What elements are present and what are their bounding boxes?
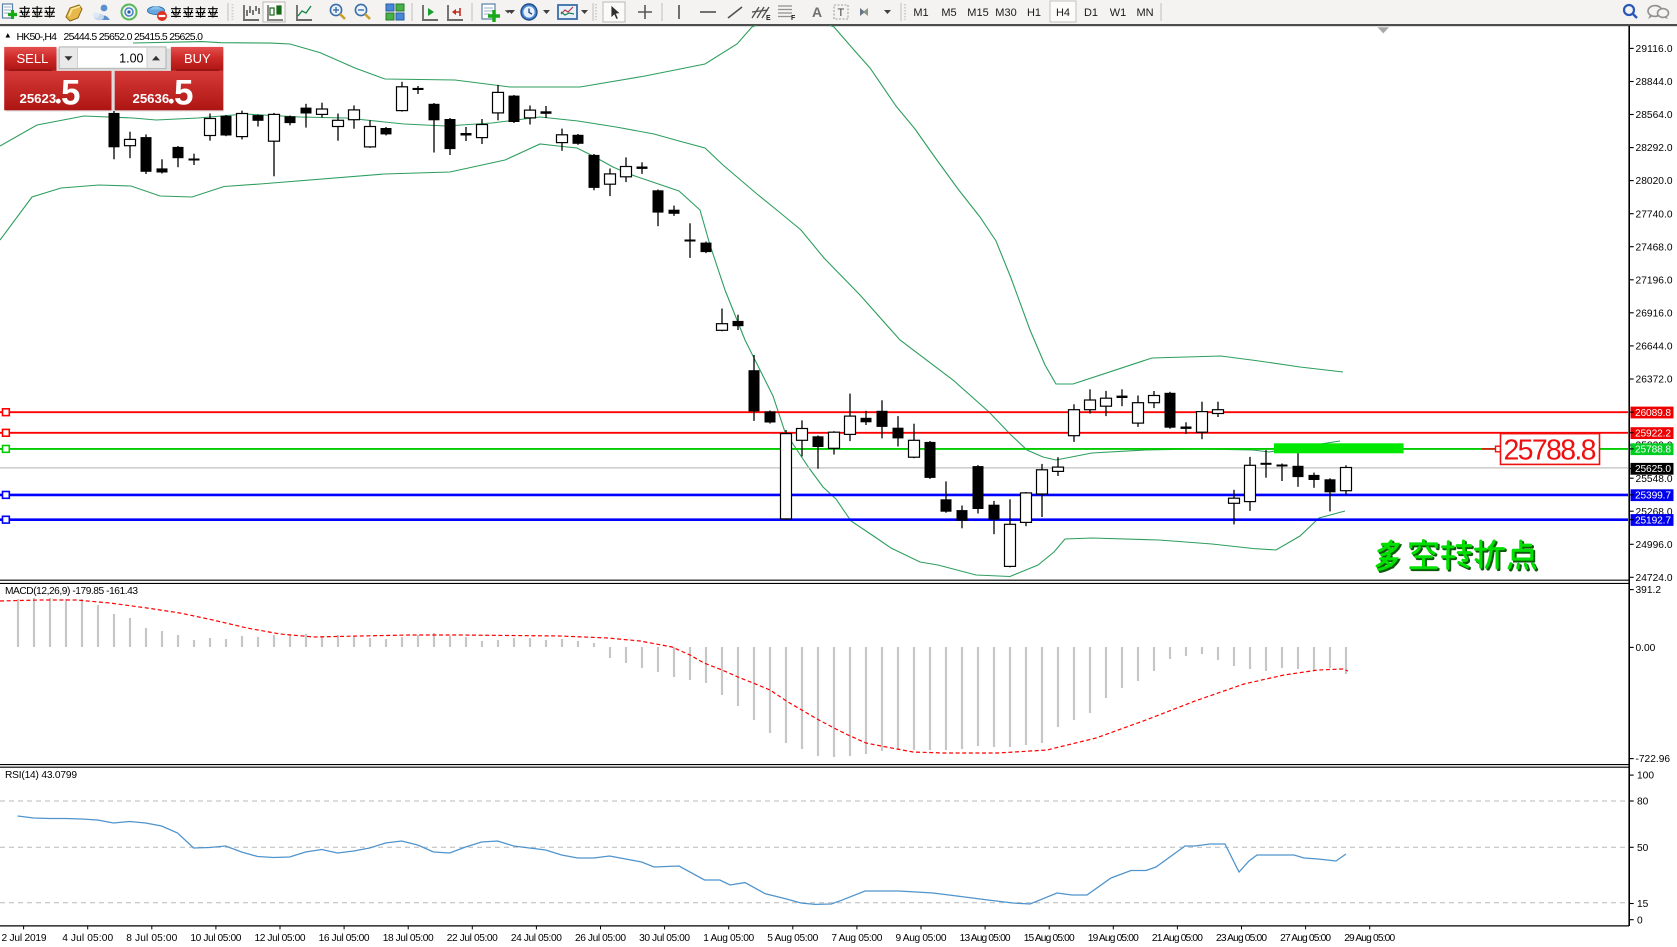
svg-text:28564.0: 28564.0	[1636, 110, 1673, 121]
svg-text:10 Jul 05:00: 10 Jul 05:00	[190, 933, 241, 944]
svg-text:25548.0: 25548.0	[1636, 474, 1673, 485]
svg-text:29116.0: 29116.0	[1636, 44, 1673, 55]
svg-text:50: 50	[1637, 843, 1649, 854]
svg-text:29 Aug 05:00: 29 Aug 05:00	[1344, 933, 1395, 944]
svg-text:M5: M5	[941, 7, 956, 19]
svg-text:7 Aug 05:00: 7 Aug 05:00	[831, 933, 882, 944]
svg-text:0: 0	[1637, 915, 1643, 926]
svg-text:26916.0: 26916.0	[1636, 308, 1673, 319]
svg-text:F: F	[791, 15, 796, 22]
svg-text:T: T	[838, 7, 845, 19]
svg-text:24 Jul 05:00: 24 Jul 05:00	[511, 933, 562, 944]
svg-text:30 Jul 05:00: 30 Jul 05:00	[639, 933, 690, 944]
svg-text:26372.0: 26372.0	[1636, 375, 1673, 386]
svg-text:28844.0: 28844.0	[1636, 77, 1673, 88]
svg-text:2 Jul 2019: 2 Jul 2019	[2, 933, 47, 944]
svg-text:H4: H4	[1056, 7, 1070, 19]
svg-text:23 Aug 05:00: 23 Aug 05:00	[1216, 933, 1267, 944]
svg-text:24996.0: 24996.0	[1636, 540, 1673, 551]
svg-text:15 Aug 05:00: 15 Aug 05:00	[1024, 933, 1075, 944]
svg-text:27468.0: 27468.0	[1636, 242, 1673, 253]
svg-text:MACD(12,26,9) -179.85 -161.43: MACD(12,26,9) -179.85 -161.43	[5, 586, 138, 597]
svg-text:391.2: 391.2	[1636, 585, 1662, 596]
svg-text:25636: 25636	[133, 91, 170, 106]
svg-text:M1: M1	[913, 7, 928, 19]
svg-text:26 Jul 05:00: 26 Jul 05:00	[575, 933, 626, 944]
svg-text:28292.0: 28292.0	[1636, 143, 1673, 154]
svg-text:25788.8: 25788.8	[1635, 445, 1671, 456]
svg-text:HK50-,H4: HK50-,H4	[17, 31, 58, 43]
svg-text:5 Aug 05:00: 5 Aug 05:00	[767, 933, 818, 944]
svg-text:25444.5 25652.0 25415.5 25625.: 25444.5 25652.0 25415.5 25625.0	[64, 31, 204, 43]
svg-text:5: 5	[61, 74, 80, 113]
svg-text:16 Jul 05:00: 16 Jul 05:00	[319, 933, 370, 944]
svg-text:18 Jul 05:00: 18 Jul 05:00	[383, 933, 434, 944]
svg-text:M15: M15	[967, 7, 988, 19]
svg-text:80: 80	[1637, 797, 1649, 808]
svg-text:26644.0: 26644.0	[1636, 342, 1673, 353]
svg-text:28020.0: 28020.0	[1636, 176, 1673, 187]
svg-text:25192.7: 25192.7	[1635, 515, 1671, 526]
svg-text:12 Jul 05:00: 12 Jul 05:00	[255, 933, 306, 944]
svg-text:24724.0: 24724.0	[1636, 573, 1673, 584]
svg-text:25623: 25623	[20, 91, 57, 106]
svg-text:5: 5	[174, 74, 193, 113]
svg-text:H1: H1	[1027, 7, 1041, 19]
svg-text:26089.8: 26089.8	[1635, 408, 1671, 419]
svg-text:M30: M30	[995, 7, 1016, 19]
svg-text:A: A	[812, 4, 822, 20]
svg-text:0.00: 0.00	[1636, 643, 1656, 654]
svg-text:100: 100	[1637, 771, 1654, 782]
svg-text:8 Jul 05:00: 8 Jul 05:00	[126, 933, 177, 944]
svg-text:27740.0: 27740.0	[1636, 209, 1673, 220]
svg-text:W1: W1	[1110, 7, 1127, 19]
svg-text:25625.0: 25625.0	[1635, 464, 1671, 475]
svg-text:21 Aug 05:00: 21 Aug 05:00	[1152, 933, 1203, 944]
svg-text:MN: MN	[1136, 7, 1153, 19]
svg-text:15: 15	[1637, 899, 1649, 910]
svg-text:25788.8: 25788.8	[1504, 435, 1597, 467]
svg-text:SELL: SELL	[17, 51, 49, 66]
svg-text:9 Aug 05:00: 9 Aug 05:00	[896, 933, 947, 944]
svg-text:E: E	[766, 15, 771, 22]
svg-text:27196.0: 27196.0	[1636, 275, 1673, 286]
svg-text:-722.96: -722.96	[1636, 754, 1671, 765]
svg-text:22 Jul 05:00: 22 Jul 05:00	[447, 933, 498, 944]
svg-text:1.00: 1.00	[119, 51, 143, 65]
svg-text:25922.2: 25922.2	[1635, 429, 1671, 440]
svg-text:27 Aug 05:00: 27 Aug 05:00	[1280, 933, 1331, 944]
svg-text:1 Aug 05:00: 1 Aug 05:00	[703, 933, 754, 944]
svg-text:25268.0: 25268.0	[1636, 507, 1673, 518]
svg-text:13 Aug 05:00: 13 Aug 05:00	[960, 933, 1011, 944]
svg-text:4 Jul 05:00: 4 Jul 05:00	[62, 933, 113, 944]
svg-text:D1: D1	[1084, 7, 1098, 19]
svg-text:25399.7: 25399.7	[1635, 491, 1671, 502]
svg-text:BUY: BUY	[184, 51, 211, 66]
svg-text:19 Aug 05:00: 19 Aug 05:00	[1088, 933, 1139, 944]
svg-text:RSI(14) 43.0799: RSI(14) 43.0799	[5, 770, 77, 781]
